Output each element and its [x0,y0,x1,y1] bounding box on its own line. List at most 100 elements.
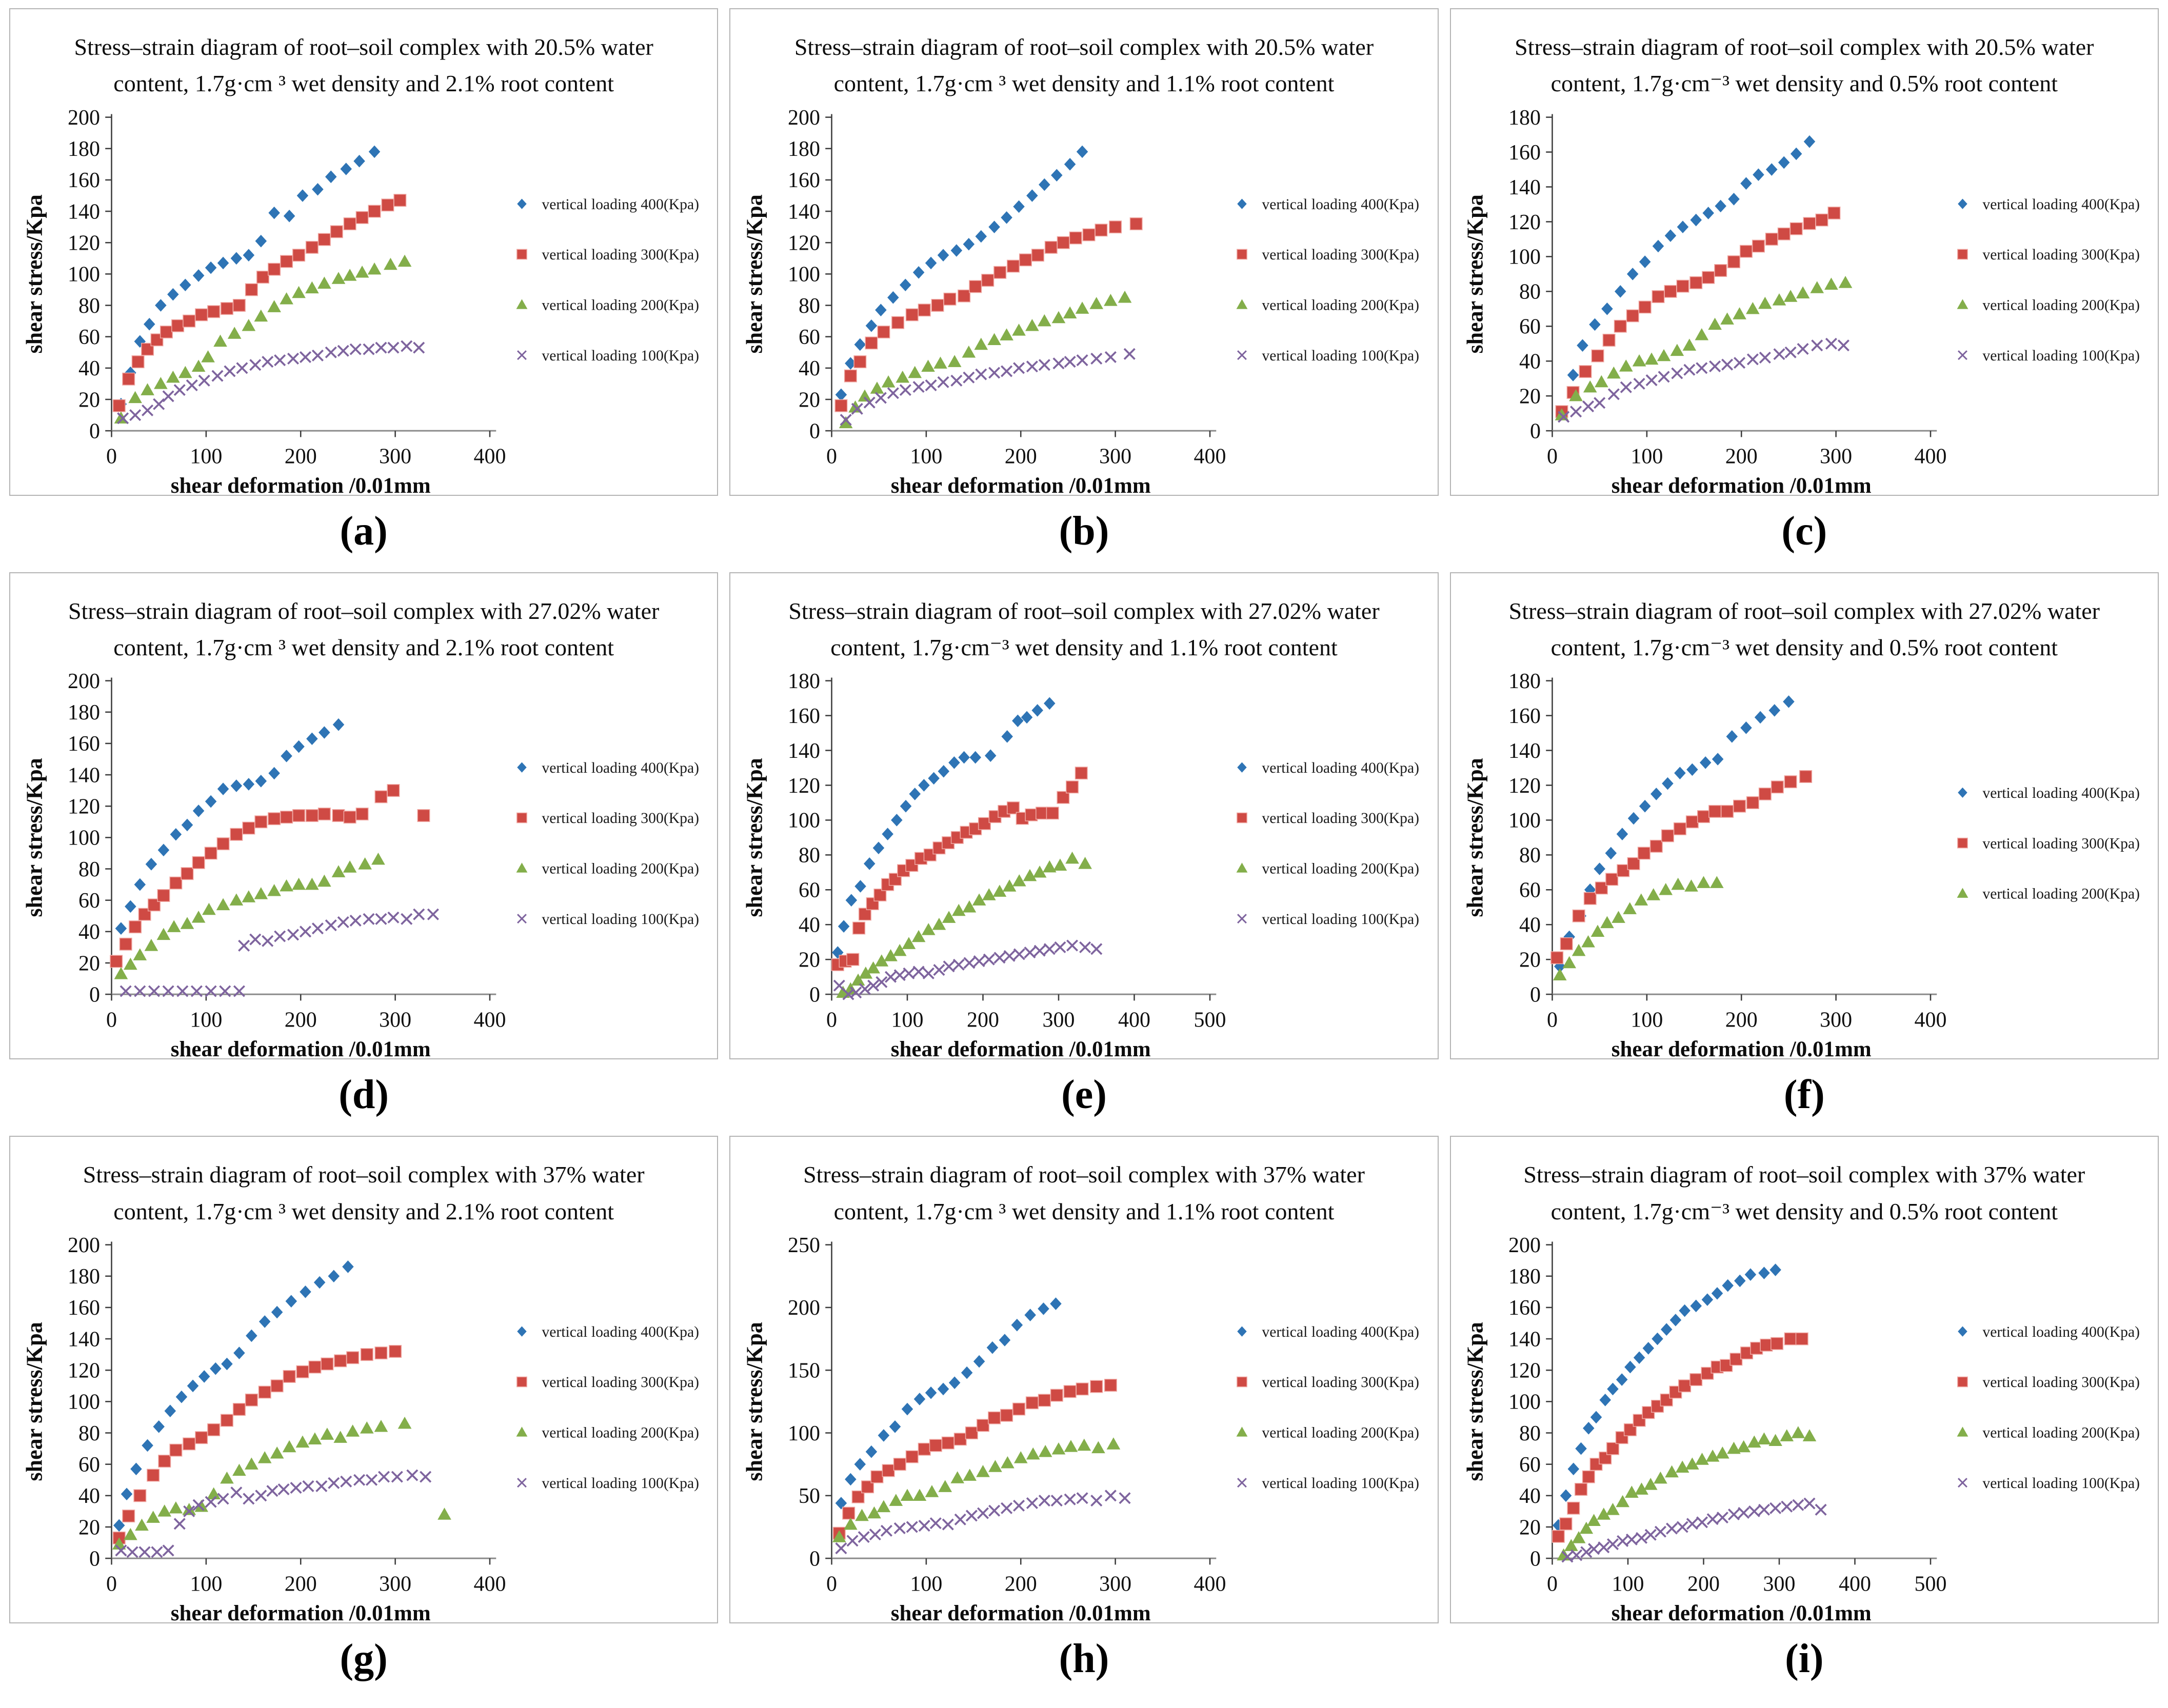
y-tick-label: 180 [68,701,100,725]
square-marker [195,308,208,321]
diamond-marker [1957,198,1967,209]
legend-label: vertical loading 400(Kpa) [1262,760,1420,776]
square-marker [1765,232,1778,246]
x-marker [930,1517,942,1530]
legend-label: vertical loading 100(Kpa) [1262,1475,1420,1492]
triangle-marker [882,375,896,388]
diamond-marker [192,805,205,817]
triangle-marker [146,1511,160,1523]
diamond-marker [1038,1302,1050,1315]
x-marker [1686,1518,1698,1530]
triangle-marker [1659,883,1673,895]
x-tick-label: 500 [1914,1572,1946,1596]
diamond-marker [1616,828,1628,841]
square-marker [280,254,293,268]
x-marker [1066,939,1079,952]
x-marker [427,908,439,920]
y-tick-label: 80 [1519,280,1541,304]
y-tick-label: 80 [78,294,100,317]
x-marker [912,380,925,393]
plot-svg: 0 20 40 60 80 100 120 140 160 180 200 0 100 200 300 400… [22,1234,699,1621]
x-tick-label: 200 [285,445,317,468]
y-tick-label: 140 [68,200,100,224]
diamond-marker [205,795,217,808]
x-tick-label: 300 [1820,1009,1852,1032]
diamond-marker [1669,1313,1681,1327]
x-marker [413,341,425,354]
square-marker [1720,805,1734,818]
diamond-marker [1237,1326,1247,1337]
x-marker [1582,400,1594,412]
square-marker [292,809,306,822]
x-marker [401,913,413,926]
diamond-marker [1957,1326,1967,1337]
triangle-marker [245,1457,258,1470]
triangle-marker [874,954,889,967]
square-marker [230,828,243,841]
y-tick-label: 200 [68,1234,100,1257]
diamond-marker [875,303,887,316]
square-marker [905,1450,919,1463]
triangle-marker [884,949,898,961]
x-marker [115,1544,127,1557]
triangle-marker [889,1494,903,1506]
diamond-marker [1001,211,1013,224]
legend-label: vertical loading 100(Kpa) [1262,347,1420,364]
chart-plot-area: 0 50 100 150 200 250 0 100 200 300 400 shear stress… [734,1232,1433,1621]
y-tick-label: 60 [799,879,820,902]
square-marker [1007,259,1020,273]
triangle-marker [280,879,293,892]
plot-svg: 0 20 40 60 80 100 120 140 160 180 0 100 200 300 400 she… [1462,670,2140,1057]
y-tick-label: 40 [78,920,100,944]
x-marker [274,930,286,942]
legend-label: vertical loading 100(Kpa) [542,911,699,928]
x-marker [420,1471,432,1483]
diamond-marker [342,1260,354,1273]
legend-label: vertical loading 300(Kpa) [1982,836,2140,852]
triangle-marker [1624,1485,1639,1498]
square-marker [1771,780,1784,794]
x-marker [233,985,245,997]
triangle-marker [1707,317,1722,330]
square-marker [1057,236,1070,249]
square-marker [254,815,268,829]
x-marker [1658,370,1670,383]
square-marker [846,953,860,966]
triangle-marker [866,961,881,974]
square-marker [158,1454,171,1468]
triangle-marker [1600,916,1614,929]
legend-item: vertical loading 300(Kpa) [1957,1374,2140,1391]
diamond-marker [281,750,292,762]
square-marker [1795,1332,1808,1345]
legend-label: vertical loading 300(Kpa) [1982,1374,2140,1391]
legend-item: vertical loading 400(Kpa) [1237,196,1419,212]
legend-item: vertical loading 100(Kpa) [517,1475,699,1492]
triangle-marker [942,911,956,923]
x-marker [894,1522,906,1534]
x-marker [876,976,888,989]
triangle-marker [1684,879,1698,892]
square-marker [516,1376,527,1388]
chart-panel-b: Stress–strain diagram of root–soil compl… [729,8,1439,496]
square-marker [417,809,430,822]
y-tick-label: 160 [68,732,100,756]
triangle-marker [1564,1539,1578,1551]
legend-label: vertical loading 400(Kpa) [542,196,699,212]
y-tick-label: 60 [799,326,820,349]
x-marker [315,1480,328,1492]
x-tick-label: 300 [1099,1572,1131,1596]
triangle-marker [912,1489,927,1501]
square-marker [834,399,848,412]
square-marker [844,369,858,383]
y-axis-title: shear stress/Kpa [22,758,47,917]
diamond-marker [1590,1411,1602,1424]
diamond-marker [332,718,345,731]
x-marker [176,985,189,997]
x-marker [1758,1503,1770,1516]
y-tick-label: 120 [788,774,820,798]
x-marker [1124,348,1136,360]
y-tick-label: 120 [68,231,100,255]
diamond-marker [1679,1304,1690,1317]
diamond-marker [1734,1274,1746,1288]
square-marker [245,283,258,296]
